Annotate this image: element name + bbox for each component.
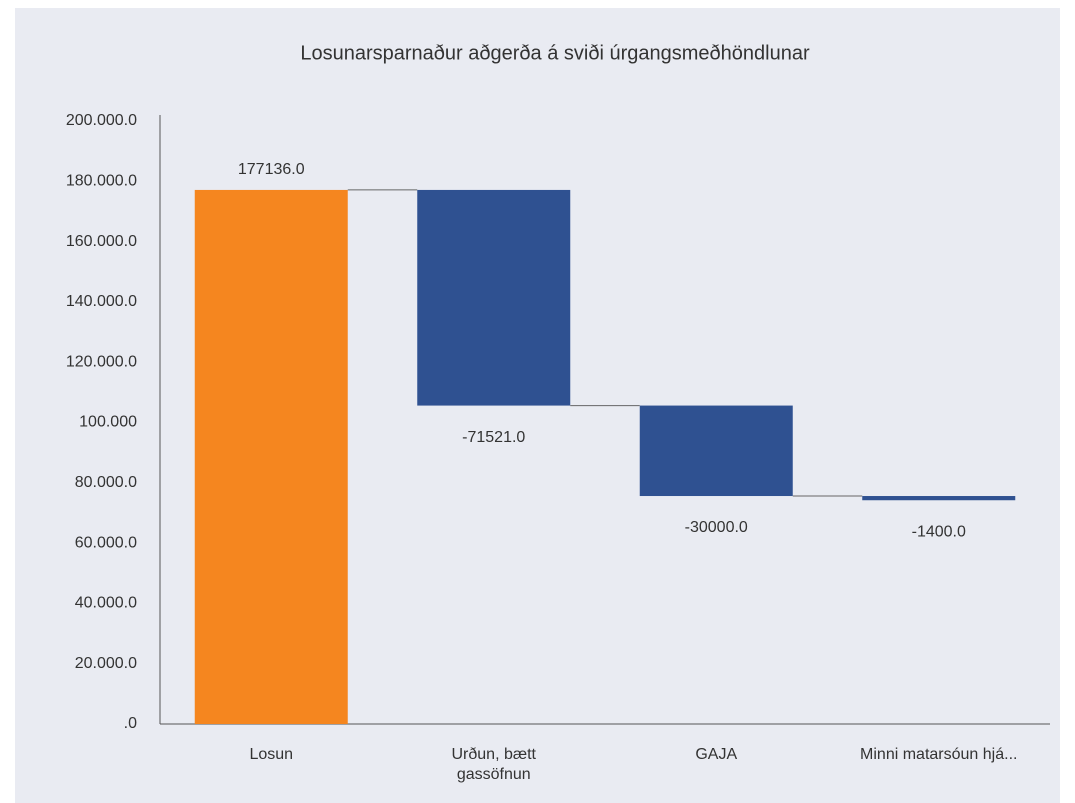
data-label: -1400.0 <box>912 523 966 540</box>
bar <box>417 189 571 406</box>
y-tick-label: 80.000.0 <box>75 474 137 491</box>
y-tick-label: 100.000 <box>79 414 137 431</box>
bar <box>639 405 793 497</box>
y-tick-label: 120.000.0 <box>66 353 137 370</box>
x-tick-label: GAJA <box>695 746 738 763</box>
chart-title: Losunarsparnaður aðgerða á sviði úrgangs… <box>300 42 810 64</box>
x-tick-label: Losun <box>249 746 294 763</box>
y-tick-label: 140.000.0 <box>66 293 137 310</box>
data-label: -71521.0 <box>462 429 525 446</box>
bar <box>862 496 1016 501</box>
y-tick-label: 180.000.0 <box>66 173 137 190</box>
y-tick-label: 60.000.0 <box>75 534 137 551</box>
x-tick-label: Minni matarsóun hjá... <box>860 746 1018 763</box>
y-tick-label: 40.000.0 <box>75 595 137 612</box>
y-tick-label: 200.000.0 <box>66 112 137 129</box>
data-label: 177136.0 <box>238 161 305 178</box>
y-tick-label: 160.000.0 <box>66 233 137 250</box>
data-label: -30000.0 <box>685 519 748 536</box>
bar <box>194 189 348 725</box>
y-tick-label: .0 <box>124 715 137 732</box>
x-tick-label: Urðun, bætt gassöfnun <box>451 746 536 783</box>
y-tick-label: 20.000.0 <box>75 655 137 672</box>
